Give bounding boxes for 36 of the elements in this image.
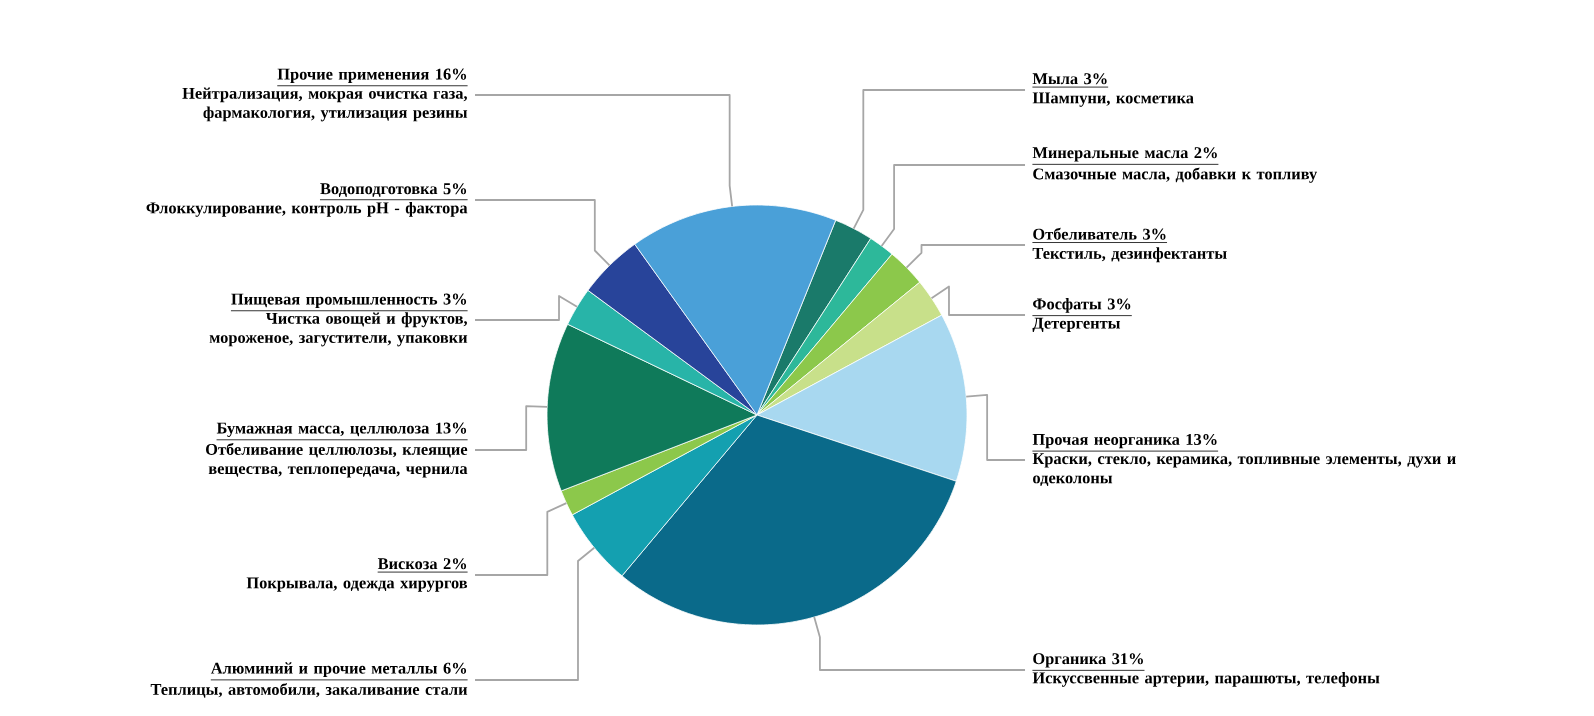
text: Нейтрализация, мокрая очистка газа, фармакология, утилизация резины [182, 87, 468, 122]
slice-label: Минеральные масла [1032, 147, 1189, 162]
text: Шампуни, косметика [1032, 92, 1194, 107]
text: Искуссвенные артерии, парашюты, телефоны [1032, 671, 1380, 687]
slice-label: Органика [1033, 653, 1106, 668]
slice-label: Бумажная масса, целлюлоза [216, 422, 430, 437]
data-label: 2% [1194, 147, 1217, 159]
text: Краски, стекло, керамика, топливные элементы, духи и одеколоны [1032, 453, 1456, 487]
data-label: 3% [1107, 298, 1131, 310]
data-label: 3% [443, 293, 467, 305]
data-label: 2% [443, 558, 467, 570]
data-label: 3% [1143, 228, 1166, 240]
text: Отбеливание целлюлозы, клеящие вещества, теплопередача, чернила [206, 443, 468, 478]
slice-label: Отбеливатель [1033, 227, 1137, 240]
text: Покрывала, одежда хирургов [246, 577, 468, 592]
slice-label: Прочая неорганика [1032, 434, 1180, 449]
data-label: 3% [1084, 73, 1107, 85]
data-label: 31% [1112, 653, 1143, 665]
data-label: 13% [436, 422, 467, 434]
data-label: 5% [443, 183, 467, 195]
text: Детергенты [1032, 317, 1121, 333]
slice-label: Вискоза [377, 558, 438, 570]
text: Чистка овощей и фруктов, мороженое, загустители, упаковки [209, 312, 468, 347]
text: Смазочные масла, добавки к топливу [1033, 167, 1318, 183]
text: Текстиль, дезинфектанты [1032, 247, 1227, 263]
slice-label: Водоподготовка [320, 183, 438, 197]
data-label: 13% [1186, 433, 1217, 446]
data-label: 6% [443, 662, 467, 674]
text: Флоккулирование, контроль pH - фактора [146, 201, 468, 217]
data-label: 16% [436, 68, 467, 80]
slice-label: Пищевая промышленность [231, 293, 438, 308]
text: Теплицы, автомобили, закаливание стали [150, 683, 468, 698]
slice-label: Алюминий и прочие металлы [210, 662, 438, 678]
slice-label: Мыла [1032, 73, 1078, 85]
slice-label: Прочие применения [277, 68, 429, 83]
slice-label: Фосфаты [1033, 297, 1102, 313]
